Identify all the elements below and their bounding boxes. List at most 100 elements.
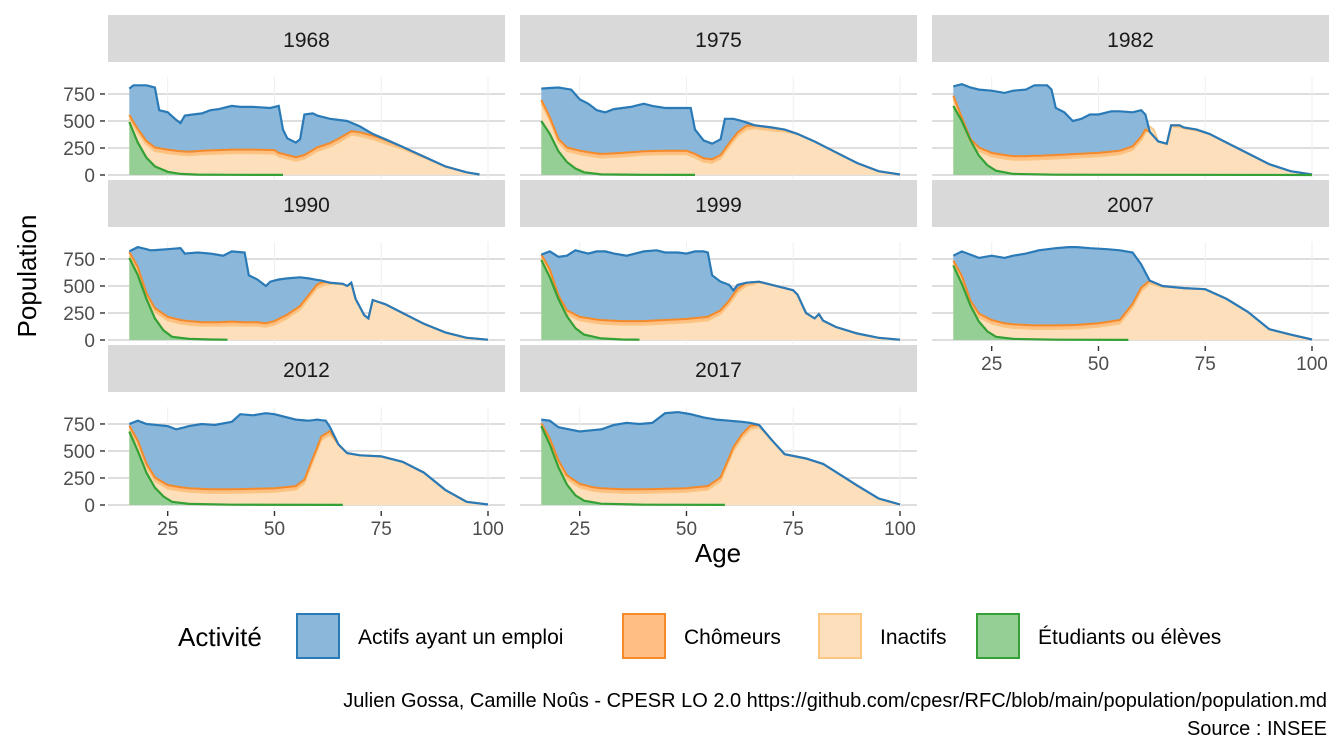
panel-year-label: 1990 [283,194,330,217]
caption-line-2: Source : INSEE [1187,718,1327,740]
area-actifs [541,87,900,175]
area-etudiants [541,121,695,175]
area-inactifs [953,264,1312,340]
panel-strip [108,345,505,392]
y-tick-label: 250 [63,139,95,160]
y-tick-label: 0 [84,166,95,187]
area-etudiants [541,260,640,340]
line-actifs [953,83,1313,176]
legend-item: Étudiants ou élèves [976,613,1221,659]
x-tick-label: 25 [157,519,178,540]
panel-year-label: 2012 [283,359,330,382]
area-etudiants [129,122,283,175]
line-actifs [540,249,901,341]
x-tick-label: 25 [981,354,1002,375]
area-inactifs [541,103,900,175]
panel-2007: 2007 25 50 75 100 [932,180,1329,375]
area-actifs [541,250,900,340]
y-tick-label: 500 [63,442,95,463]
legend-label: Inactifs [880,626,947,649]
line-etudiants [128,257,228,341]
panel-1990: 1990 0 250 500 750 [63,180,505,352]
panel-1982: 1982 [932,15,1329,179]
legend: Activité Actifs ayant un emploi Chômeurs I… [178,613,1221,659]
panel-strip [520,180,917,227]
line-actifs [128,412,489,506]
x-tick-label: 75 [1195,354,1216,375]
area-inactifs [129,118,480,175]
y-tick-label: 750 [63,85,95,106]
area-inactifs [953,99,1312,175]
y-tick-label: 250 [63,304,95,325]
line-actifs [128,84,480,176]
panel-1999: 1999 [520,180,917,344]
legend-title: Activité [178,622,262,652]
panel-year-label: 2017 [695,359,742,382]
legend-label: Étudiants ou élèves [1038,626,1221,649]
area-actifs [129,85,480,175]
area-etudiants [129,257,228,340]
legend-item: Inactifs [818,613,947,659]
line-etudiants [540,425,725,506]
panel-year-label: 1982 [1107,29,1154,52]
line-etudiants [128,121,284,176]
y-tick-label: 500 [63,277,95,298]
x-tick-label: 100 [1296,354,1328,375]
panel-1975: 1975 [520,15,917,179]
y-axis-title: Population [12,215,42,338]
line-etudiants [952,264,1129,341]
legend-label: Chômeurs [684,626,781,649]
x-tick-label: 50 [676,519,697,540]
line-actifs [541,410,901,506]
area-etudiants [953,105,1312,175]
x-axis-title: Age [695,538,741,568]
line-etudiants [128,431,343,506]
legend-key [622,613,666,659]
x-tick-label: 100 [884,519,916,540]
panel-strip [520,345,917,392]
area-inactifs [129,255,489,340]
legend-key [296,613,340,659]
area-actifs [953,84,1312,175]
legend-label: Actifs ayant un emploi [358,626,563,649]
legend-item: Chômeurs [622,613,781,659]
legend-key [818,613,862,659]
area-actifs [541,412,900,505]
area-actifs [953,247,1312,340]
y-tick-label: 750 [63,250,95,271]
area-actifs [129,413,489,505]
line-etudiants [540,120,696,176]
x-tick-label: 75 [783,519,804,540]
line-actifs [952,246,1313,341]
area-inactifs [541,257,900,340]
panel-year-label: 2007 [1107,194,1154,217]
line-etudiants [952,105,1313,177]
panel-strip [108,180,505,227]
legend-key [976,613,1020,659]
legend-item: Actifs ayant un emploi [296,613,563,659]
panel-strip [108,15,505,62]
panel-strip [932,15,1329,62]
area-inactifs [541,427,900,505]
panel-strip [932,180,1329,227]
area-etudiants [541,426,725,505]
y-tick-label: 0 [84,496,95,517]
caption-line-1: Julien Gossa, Camille Noûs - CPESR LO 2.… [343,690,1327,712]
area-inactifs [129,429,489,505]
line-actifs [541,86,901,176]
panel-1968: 1968 0 250 500 750 [63,15,505,187]
x-tick-label: 100 [472,519,504,540]
y-tick-label: 0 [84,331,95,352]
y-tick-label: 500 [63,112,95,133]
line-inactifs [128,118,480,176]
panel-year-label: 1999 [695,194,742,217]
y-tick-label: 250 [63,469,95,490]
panel-2012: 2012 0 250 500 750 25 50 75 100 [63,345,505,540]
x-tick-label: 25 [569,519,590,540]
x-tick-label: 50 [264,519,285,540]
x-tick-label: 50 [1088,354,1109,375]
line-chomeurs [128,114,480,176]
line-actifs [128,245,489,341]
